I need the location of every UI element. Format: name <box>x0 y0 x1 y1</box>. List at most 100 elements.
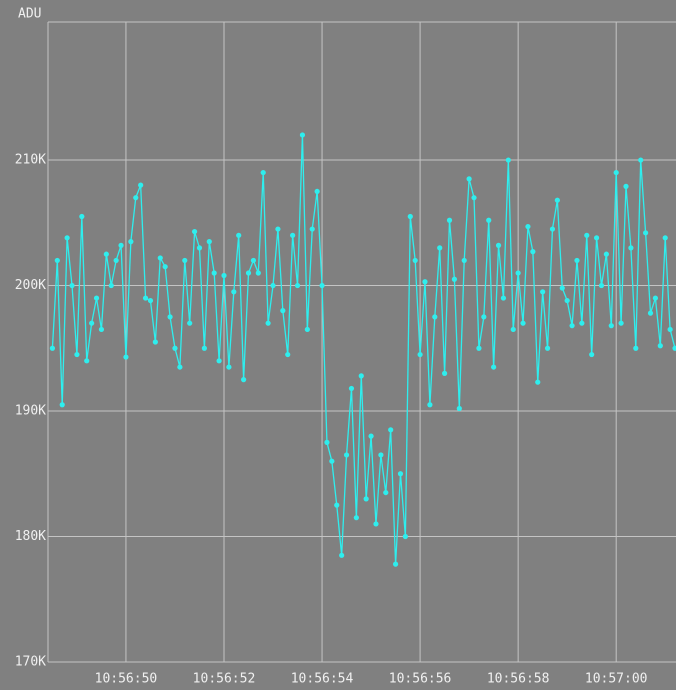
y-axis-label: ADU <box>18 7 41 22</box>
data-point <box>652 295 659 301</box>
data-point <box>118 242 124 248</box>
data-point <box>201 345 207 351</box>
data-point <box>481 314 487 320</box>
data-point <box>437 245 443 251</box>
data-point <box>662 235 668 241</box>
data-point <box>319 282 325 289</box>
data-point <box>407 213 413 220</box>
data-point <box>133 195 139 201</box>
data-point <box>113 257 119 264</box>
data-point <box>383 489 389 496</box>
data-point <box>574 257 580 264</box>
data-point <box>618 320 624 326</box>
data-point <box>623 183 629 189</box>
data-point <box>206 239 212 245</box>
data-point <box>559 285 565 291</box>
data-point <box>368 433 374 439</box>
data-point <box>579 320 585 326</box>
data-point <box>643 230 649 236</box>
x-tick-label: 10:56:54 <box>291 672 354 687</box>
data-point <box>378 452 384 458</box>
data-point <box>265 320 271 326</box>
y-tick-label: 180K <box>15 529 46 544</box>
data-point <box>432 314 438 320</box>
data-point <box>59 402 65 408</box>
y-tick-label: 190K <box>15 404 46 419</box>
x-tick-label: 10:57:00 <box>585 672 648 687</box>
data-point <box>358 373 364 379</box>
data-point <box>569 323 575 329</box>
data-point <box>89 320 95 326</box>
data-point <box>510 326 516 333</box>
data-point <box>98 326 105 333</box>
data-point <box>128 239 134 245</box>
data-point <box>388 427 394 433</box>
data-point <box>584 232 590 238</box>
y-tick-label: 210K <box>15 153 46 168</box>
data-point <box>108 282 114 289</box>
data-point <box>260 169 266 176</box>
data-point <box>491 364 497 370</box>
data-point <box>515 270 521 276</box>
data-point <box>329 458 335 464</box>
data-point <box>402 533 408 540</box>
x-tick-label: 10:56:58 <box>487 672 550 687</box>
data-point <box>495 242 502 248</box>
data-point <box>294 282 301 289</box>
data-point <box>123 354 129 360</box>
data-point <box>177 364 183 370</box>
data-point <box>647 310 654 316</box>
data-point <box>598 282 605 289</box>
x-tick-label: 10:56:56 <box>389 672 452 687</box>
data-point <box>211 270 217 276</box>
data-point <box>530 249 536 255</box>
data-point <box>348 385 355 392</box>
data-point <box>593 235 600 241</box>
data-point <box>525 223 531 230</box>
data-point <box>540 289 546 295</box>
data-point <box>549 226 556 232</box>
data-point <box>103 251 109 257</box>
data-point <box>466 176 472 182</box>
data-point <box>142 295 149 301</box>
series-line <box>51 134 676 565</box>
data-point <box>285 351 291 358</box>
data-point <box>147 297 154 304</box>
data-point <box>54 257 60 264</box>
data-point <box>343 452 350 458</box>
data-point <box>657 343 663 349</box>
data-point <box>397 471 404 477</box>
data-point <box>476 345 482 351</box>
data-point <box>216 358 222 364</box>
data-point <box>544 345 551 351</box>
data-point <box>299 132 306 138</box>
data-point <box>461 257 467 264</box>
data-point <box>241 377 247 383</box>
data-point <box>245 270 252 276</box>
data-point <box>471 195 477 201</box>
data-point <box>442 370 448 376</box>
data-point <box>456 405 462 412</box>
y-tick-label: 200K <box>15 278 46 293</box>
data-point <box>334 502 340 508</box>
data-point <box>505 157 511 163</box>
data-point <box>633 345 639 351</box>
data-point <box>638 157 644 163</box>
data-point <box>64 235 70 241</box>
data-point <box>93 295 100 301</box>
data-point <box>236 232 242 238</box>
data-point <box>486 217 492 223</box>
x-tick-label: 10:56:52 <box>193 672 256 687</box>
data-point <box>314 188 320 195</box>
data-point <box>162 264 168 270</box>
data-point <box>157 255 163 261</box>
data-point <box>74 351 80 358</box>
data-point <box>152 339 158 345</box>
data-point <box>628 245 634 251</box>
data-point <box>49 345 56 351</box>
data-point <box>304 326 310 333</box>
data-point <box>363 496 369 502</box>
data-point <box>250 257 257 264</box>
